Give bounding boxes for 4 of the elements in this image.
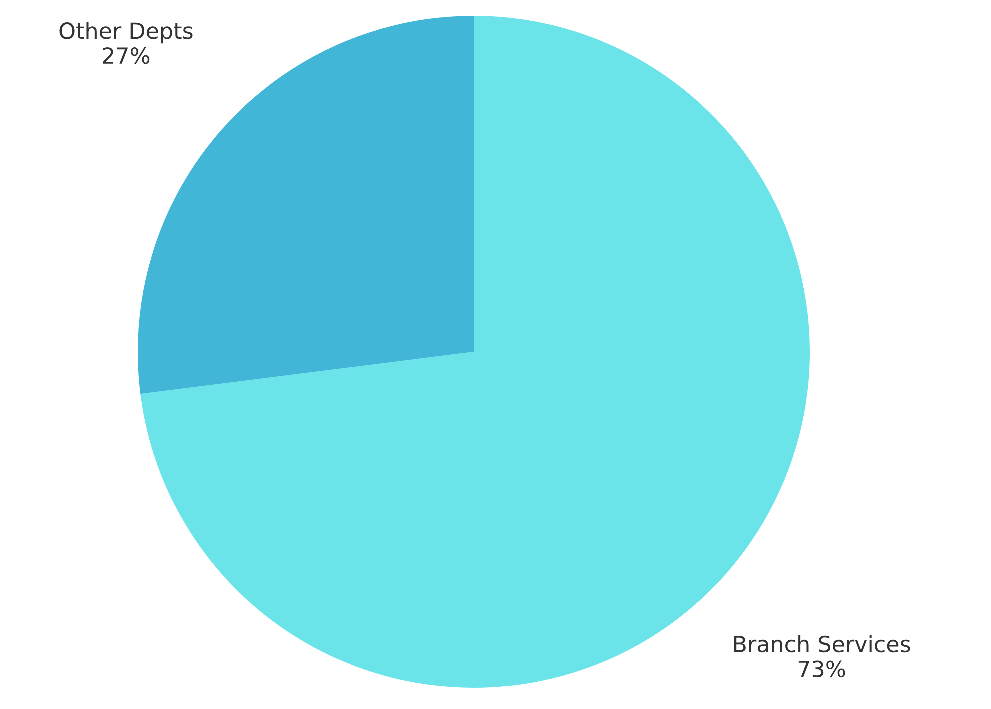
- slice-label: Branch Services: [734, 635, 910, 653]
- data-label: 27%: [103, 47, 150, 64]
- data-label: 73%: [798, 660, 846, 678]
- slice-label: Other Depts: [60, 22, 193, 44]
